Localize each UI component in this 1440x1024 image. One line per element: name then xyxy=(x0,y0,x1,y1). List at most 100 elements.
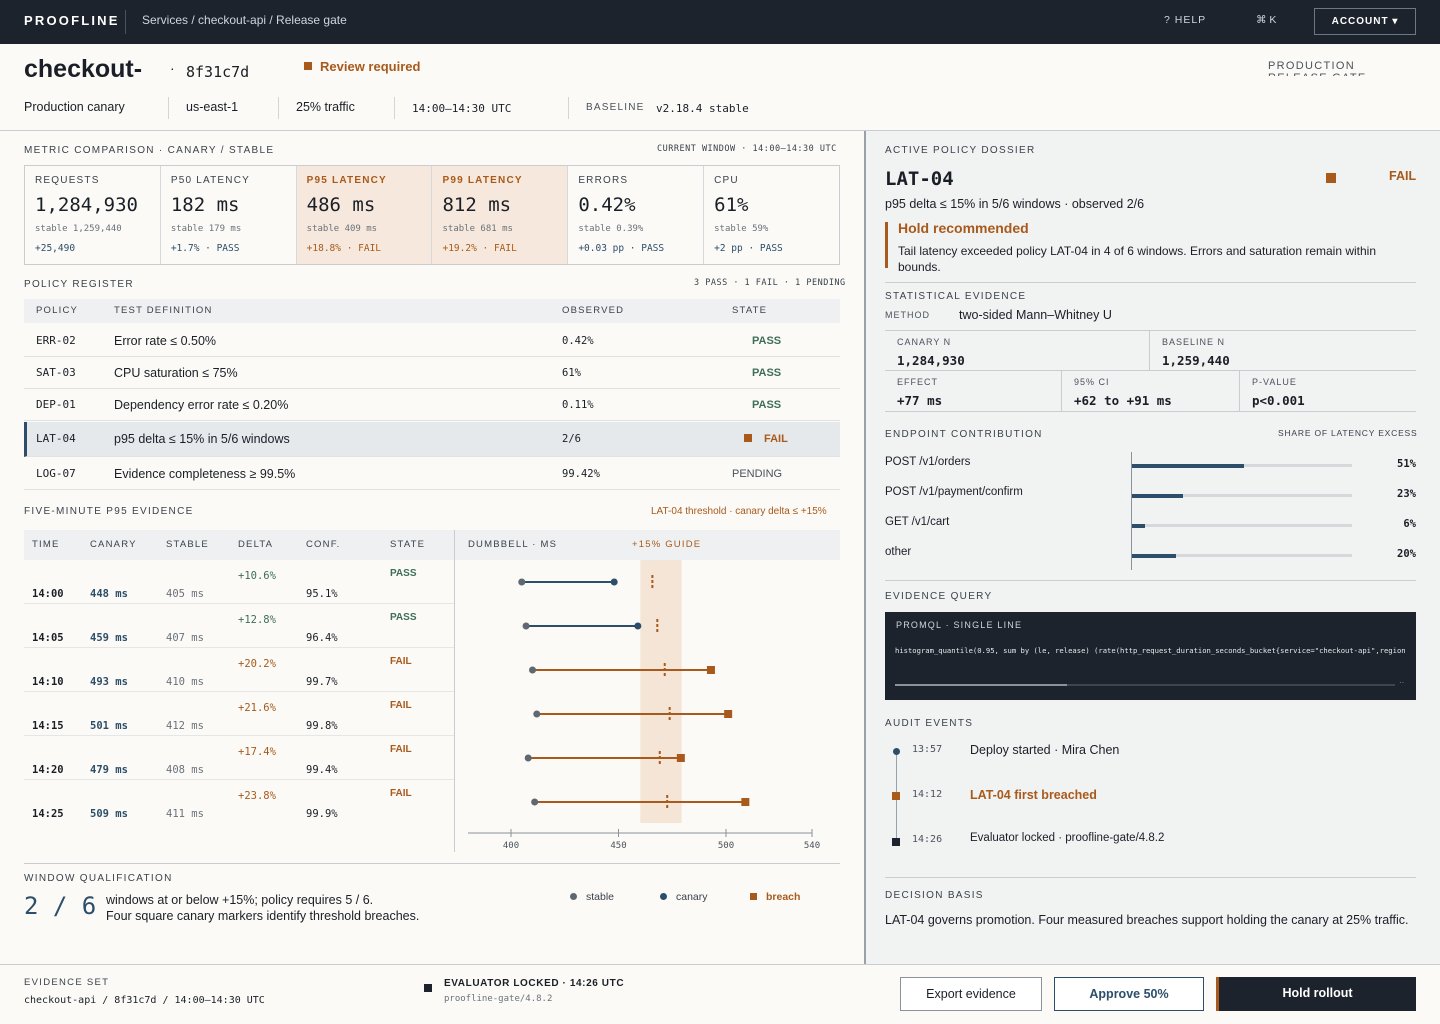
row-state: FAIL xyxy=(390,700,412,711)
metric-card-p50[interactable]: P50 LATENCY 182 ms stable 179 ms +1.7% ·… xyxy=(161,166,297,264)
command-palette-shortcut[interactable]: ⌘ K xyxy=(1256,14,1277,26)
metric-grid: REQUESTS 1,284,930 stable 1,259,440 +25,… xyxy=(24,165,840,265)
endpoint-pct: 23% xyxy=(1397,488,1416,500)
breadcrumb[interactable]: Services / checkout-api / Release gate xyxy=(142,13,347,27)
metric-label: P50 LATENCY xyxy=(170,175,250,186)
breach-square-icon xyxy=(750,893,757,900)
dossier-caption: ACTIVE POLICY DOSSIER xyxy=(885,145,1036,156)
stable-point xyxy=(529,666,536,674)
query-divider xyxy=(885,580,1416,581)
policy-caption: POLICY REGISTER xyxy=(24,279,134,290)
legend-canary-label: canary xyxy=(676,891,708,903)
stat-label: EFFECT xyxy=(897,377,938,387)
evaluator-version: proofline-gate/4.8.2 xyxy=(444,994,553,1004)
evidence-row[interactable]: 14:15 501 ms 412 ms +21.6% 99.8% FAIL xyxy=(24,692,454,736)
legend-breach: breach xyxy=(750,891,800,903)
account-menu-button[interactable]: ACCOUNT ▾ xyxy=(1314,8,1416,35)
endpoint-name[interactable]: POST /v1/orders xyxy=(885,456,971,468)
evidence-row[interactable]: 14:25 509 ms 411 ms +23.8% 99.9% FAIL xyxy=(24,780,454,822)
policy-definition: p95 delta ≤ 15% in 5/6 windows xyxy=(114,432,290,446)
stat-baseline-n: BASELINE N 1,259,440 xyxy=(1149,330,1416,371)
evidence-row[interactable]: 14:10 493 ms 410 ms +20.2% 99.7% FAIL xyxy=(24,648,454,692)
policy-definition: Dependency error rate ≤ 0.20% xyxy=(114,398,289,412)
stat-label: CANARY N xyxy=(897,337,952,347)
policy-definition: Evidence completeness ≥ 99.5% xyxy=(114,467,296,481)
stat-label: P-VALUE xyxy=(1252,377,1297,387)
audit-time: 14:12 xyxy=(912,789,943,800)
top-bar: PROOFLINE Services / checkout-api / Rele… xyxy=(0,0,1440,44)
row-canary: 459 ms xyxy=(90,632,128,644)
policy-row-lat-04[interactable]: LAT-04 p95 delta ≤ 15% in 5/6 windows 2/… xyxy=(24,422,840,457)
col-stable: STABLE xyxy=(166,539,209,550)
policy-observed: 0.11% xyxy=(562,399,594,411)
canary-breach-marker xyxy=(706,666,715,674)
policy-row-sat-03[interactable]: SAT-03 CPU saturation ≤ 75% 61% PASS xyxy=(24,357,840,389)
evidence-row[interactable]: 14:20 479 ms 408 ms +17.4% 99.4% FAIL xyxy=(24,736,454,780)
audit-time: 13:57 xyxy=(912,744,943,755)
row-canary: 479 ms xyxy=(90,764,128,776)
guide-band xyxy=(640,560,682,823)
policy-row-dep-01[interactable]: DEP-01 Dependency error rate ≤ 0.20% 0.1… xyxy=(24,389,840,421)
endpoint-bar-track xyxy=(1132,494,1352,498)
metric-delta: +0.03 pp · PASS xyxy=(578,243,665,254)
evidence-query-box[interactable]: PROMQL · SINGLE LINE histogram_quantile(… xyxy=(885,612,1416,700)
row-time: 14:20 xyxy=(32,764,64,776)
col-delta: DELTA xyxy=(238,539,274,550)
audit-text: Deploy started · Mira Chen xyxy=(970,743,1120,757)
col-state: STATE xyxy=(390,539,426,550)
export-evidence-button[interactable]: Export evidence xyxy=(900,977,1042,1011)
x-tick-label: 450 xyxy=(610,841,626,851)
baseline-value: v2.18.4 stable xyxy=(656,102,749,115)
decision-divider xyxy=(885,877,1416,878)
query-scroll-thumb[interactable] xyxy=(895,684,1067,686)
endpoint-name[interactable]: POST /v1/payment/confirm xyxy=(885,486,1023,498)
metric-delta: +19.2% · FAIL xyxy=(442,243,517,254)
hold-rollout-button[interactable]: Hold rollout xyxy=(1216,977,1416,1011)
baseline-label: BASELINE xyxy=(586,102,645,113)
metric-label: CPU xyxy=(714,175,739,186)
meta-environment: Production canary xyxy=(24,100,125,114)
col-time: TIME xyxy=(32,539,60,550)
stat-p-value: P-VALUE p<0.001 xyxy=(1239,371,1416,412)
metric-card-errors[interactable]: ERRORS 0.42% stable 0.39% +0.03 pp · PAS… xyxy=(568,166,705,264)
x-tick-label: 400 xyxy=(503,841,519,851)
policy-row-err-02[interactable]: ERR-02 Error rate ≤ 0.50% 0.42% PASS xyxy=(24,325,840,357)
evidence-row[interactable]: 14:00 448 ms 405 ms +10.6% 95.1% PASS xyxy=(24,560,454,604)
endpoint-bar xyxy=(1132,524,1146,528)
metric-card-p99[interactable]: P99 LATENCY 812 ms stable 681 ms +19.2% … xyxy=(432,166,569,264)
query-text: histogram_quantile(0.95, sum by (le, rel… xyxy=(895,646,1405,655)
endpoint-bar xyxy=(1132,464,1245,468)
stable-point xyxy=(524,754,532,762)
policy-state: PASS xyxy=(752,335,782,347)
legend-canary: canary xyxy=(660,891,708,903)
metric-label: REQUESTS xyxy=(35,175,100,186)
policy-row-log-07[interactable]: LOG-07 Evidence completeness ≥ 99.5% 99.… xyxy=(24,458,840,490)
meta-region: us-east-1 xyxy=(186,100,239,114)
audit-time: 14:26 xyxy=(912,834,943,845)
row-canary: 448 ms xyxy=(90,588,128,600)
policy-dossier-panel xyxy=(864,131,1440,964)
approve-50-button[interactable]: Approve 50% xyxy=(1054,977,1204,1011)
endpoint-share-label: SHARE OF LATENCY EXCESS xyxy=(1278,428,1418,438)
dossier-policy-id: LAT-04 xyxy=(885,168,954,190)
qualification-divider xyxy=(24,863,840,864)
row-canary: 493 ms xyxy=(90,676,128,688)
metric-stable: stable 409 ms xyxy=(306,224,378,234)
threshold-note: LAT-04 threshold · canary delta ≤ +15% xyxy=(651,506,827,517)
brand-logo[interactable]: PROOFLINE xyxy=(24,13,120,28)
endpoint-name[interactable]: other xyxy=(885,546,912,558)
metric-card-requests[interactable]: REQUESTS 1,284,930 stable 1,259,440 +25,… xyxy=(25,166,161,264)
stable-point xyxy=(522,622,530,630)
policy-observed: 61% xyxy=(562,367,581,379)
help-link[interactable]: ? HELP xyxy=(1164,14,1207,26)
metric-card-cpu[interactable]: CPU 61% stable 59% +2 pp · PASS xyxy=(704,166,839,264)
evidence-row[interactable]: 14:05 459 ms 407 ms +12.8% 96.4% PASS xyxy=(24,604,454,648)
metric-stable: stable 179 ms xyxy=(170,224,242,234)
col-observed: OBSERVED xyxy=(562,305,625,316)
metric-card-p95[interactable]: P95 LATENCY 486 ms stable 409 ms +18.8% … xyxy=(296,166,433,264)
endpoint-name[interactable]: GET /v1/cart xyxy=(885,516,950,528)
query-scrollbar[interactable] xyxy=(895,684,1395,686)
audit-caption: AUDIT EVENTS xyxy=(885,718,974,729)
dossier-summary: p95 delta ≤ 15% in 5/6 windows · observe… xyxy=(885,197,1145,211)
qualification-caption: WINDOW QUALIFICATION xyxy=(24,873,173,884)
